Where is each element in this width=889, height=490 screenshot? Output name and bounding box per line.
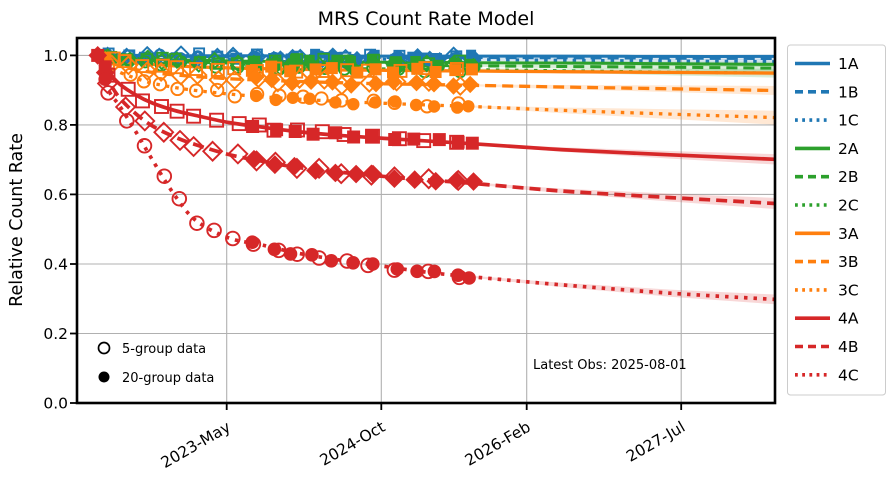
y-tick-label-0.8: 0.8 bbox=[43, 116, 68, 134]
legend-label-1C: 1C bbox=[838, 112, 859, 130]
legend-entry-3C: 3C bbox=[795, 281, 859, 299]
x-tick-label-2023-May: 2023-May bbox=[158, 418, 234, 472]
marker-legend: 5-group data 20-group data bbox=[97, 341, 214, 386]
legend-label-2C: 2C bbox=[838, 197, 859, 215]
legend-entry-1C: 1C bbox=[795, 112, 859, 130]
series-4B bbox=[95, 54, 776, 209]
legend-entry-4C: 4C bbox=[795, 366, 859, 384]
marker-legend-filled-label: 20-group data bbox=[122, 371, 214, 386]
chart-title: MRS Count Rate Model bbox=[318, 8, 535, 30]
series-3C bbox=[96, 54, 776, 125]
legend-label-4C: 4C bbox=[838, 366, 859, 384]
legend-entry-3A: 3A bbox=[795, 225, 859, 243]
legend-label-1B: 1B bbox=[838, 83, 859, 101]
y-axis-label: Relative Count Rate bbox=[7, 133, 27, 307]
line-4B bbox=[95, 54, 776, 206]
series-markers bbox=[88, 45, 483, 286]
open-circle-marker-icon bbox=[97, 341, 111, 355]
legend-label-2B: 2B bbox=[838, 168, 859, 186]
filled-circle-marker-icon bbox=[98, 371, 110, 383]
y-tick-label-0.6: 0.6 bbox=[43, 186, 68, 204]
legend-entry-2C: 2C bbox=[795, 197, 859, 215]
legend-label-3B: 3B bbox=[838, 253, 859, 271]
x-tick-label-2024-Oct: 2024-Oct bbox=[317, 418, 389, 470]
axes-frame bbox=[75, 36, 777, 405]
markers-3B bbox=[89, 46, 479, 97]
marker-legend-open-label: 5-group data bbox=[122, 342, 206, 357]
x-tick-label-2026-Feb: 2026-Feb bbox=[462, 418, 534, 470]
legend-entry-1A: 1A bbox=[795, 55, 859, 73]
legend-entry-3B: 3B bbox=[795, 253, 859, 271]
legend-label-4B: 4B bbox=[838, 338, 859, 356]
legend: 1A 1B 1C 2A 2B 2C 3A 3B 3C 4A 4B 4C bbox=[787, 44, 886, 396]
legend-entry-1B: 1B bbox=[795, 83, 859, 101]
legend-entry-4B: 4B bbox=[795, 338, 859, 356]
legend-entry-2A: 2A bbox=[795, 140, 859, 158]
legend-box bbox=[787, 44, 886, 396]
markers-4C bbox=[90, 48, 476, 286]
legend-entry-2B: 2B bbox=[795, 168, 859, 186]
legend-label-3A: 3A bbox=[838, 225, 859, 243]
legend-entry-4A: 4A bbox=[795, 310, 859, 328]
legend-label-3C: 3C bbox=[838, 281, 859, 299]
plot-border bbox=[75, 36, 777, 405]
legend-label-1A: 1A bbox=[838, 55, 859, 73]
y-tick-label-1.0: 1.0 bbox=[43, 47, 68, 65]
latest-obs-annotation: Latest Obs: 2025-08-01 bbox=[533, 358, 687, 373]
legend-label-2A: 2A bbox=[838, 140, 859, 158]
y-tick-label-0.2: 0.2 bbox=[43, 325, 68, 343]
y-tick-label-0.0: 0.0 bbox=[43, 395, 68, 413]
legend-label-4A: 4A bbox=[838, 310, 859, 328]
x-tick-label-2027-Jul: 2027-Jul bbox=[623, 418, 688, 466]
y-tick-label-0.4: 0.4 bbox=[43, 256, 68, 274]
